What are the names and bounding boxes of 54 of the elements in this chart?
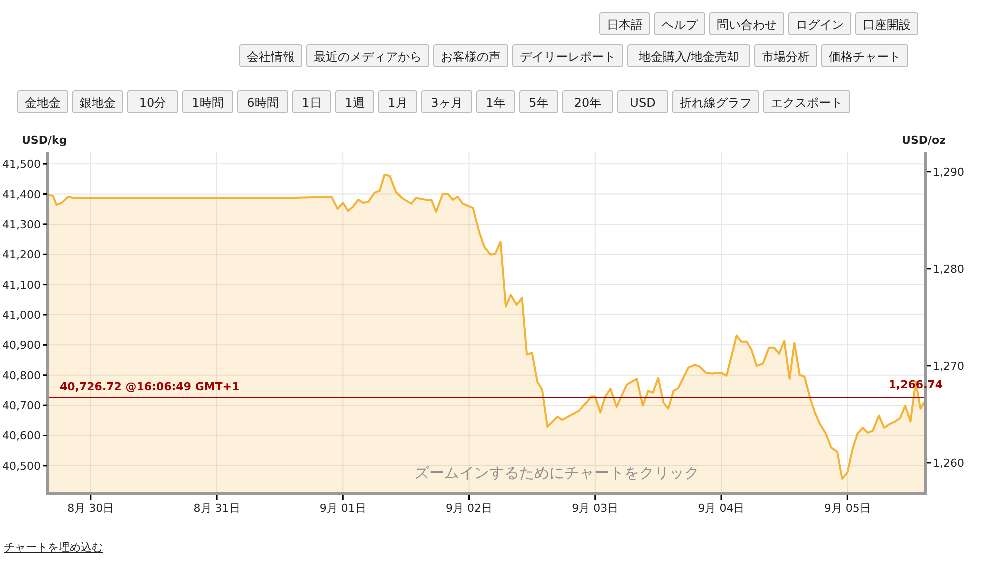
text: 地金購入/地金売却: [638, 50, 740, 64]
text: お客様の声: [441, 50, 501, 64]
text: チャートを埋め込む: [4, 541, 103, 554]
y-tick-label: 40,700: [2, 400, 41, 413]
y-tick-label: 40,800: [2, 369, 41, 382]
y-tick-label: 40,500: [2, 460, 41, 473]
y2-axis-title: USD/oz: [902, 134, 946, 147]
y-tick-label: 41,100: [2, 278, 41, 292]
x-tick-label: 9月 01日: [320, 502, 366, 515]
text: 最近のメディアから: [314, 50, 422, 64]
text: 価格チャート: [829, 50, 901, 64]
y2-tick-label: 1,270: [933, 360, 964, 373]
text: 会社情報: [247, 50, 295, 64]
y-tick-label: 41,300: [2, 218, 41, 232]
y-tick-label: 41,400: [2, 188, 41, 202]
y2-tick-label: 1,290: [933, 166, 964, 179]
text: デイリーレポート: [520, 50, 616, 64]
text: 6時間: [247, 96, 279, 110]
text: 1週: [345, 96, 365, 110]
y-tick-label: 41,200: [2, 248, 41, 262]
text: ログイン: [796, 18, 844, 32]
text: 20年: [574, 96, 602, 110]
text: 5年: [529, 96, 549, 110]
annotation: ズームインするためにチャートをクリック: [414, 464, 700, 482]
text: 3ヶ月: [431, 96, 463, 110]
x-tick-label: 8月 30日: [68, 502, 114, 515]
text: 日本語: [607, 18, 643, 32]
y-tick-label: 40,600: [2, 430, 41, 443]
text: 1日: [302, 96, 322, 110]
x-tick-label: 9月 05日: [824, 502, 871, 515]
y-tick-label: 41,000: [2, 309, 41, 322]
text: 口座開設: [863, 18, 911, 32]
text: 1時間: [192, 96, 224, 110]
x-tick-label: 9月 02日: [446, 502, 493, 515]
text: 10分: [139, 96, 167, 110]
text: 問い合わせ: [717, 18, 777, 32]
y-tick-label: 40,900: [2, 339, 41, 352]
text: 金地金: [25, 96, 61, 110]
text: ヘルプ: [662, 18, 699, 32]
text: エクスポート: [771, 96, 843, 110]
x-tick-label: 8月 31日: [194, 502, 240, 515]
text: 市場分析: [762, 50, 810, 64]
ref-line-label: 40,726.72 @16:06:49 GMT+1: [60, 380, 240, 394]
text: 折れ線グラフ: [680, 96, 752, 110]
text: 1月: [388, 96, 408, 110]
x-tick-label: 9月 03日: [572, 502, 619, 515]
text: 銀地金: [80, 96, 116, 110]
x-tick-label: 9月 04日: [698, 502, 745, 515]
y-tick-label: 41,500: [2, 158, 41, 172]
text: USD: [630, 96, 656, 110]
y2-tick-label: 1,260: [933, 456, 964, 470]
y2-tick-label: 1,280: [933, 262, 964, 276]
y-axis-title: USD/kg: [22, 134, 68, 147]
text: 1年: [486, 96, 506, 110]
